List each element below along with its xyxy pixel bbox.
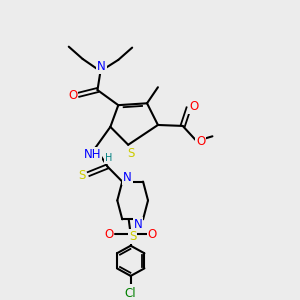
- Text: N: N: [123, 171, 132, 184]
- Text: S: S: [129, 230, 136, 243]
- Text: O: O: [196, 136, 205, 148]
- Text: N: N: [134, 218, 142, 230]
- Text: O: O: [104, 228, 113, 241]
- Text: S: S: [128, 147, 135, 160]
- Text: S: S: [78, 169, 85, 182]
- Text: O: O: [68, 89, 77, 102]
- Text: O: O: [189, 100, 198, 112]
- Text: Cl: Cl: [125, 287, 136, 300]
- Text: NH: NH: [84, 148, 101, 161]
- Text: N: N: [97, 60, 106, 73]
- Text: H: H: [105, 153, 112, 163]
- Text: O: O: [148, 228, 157, 241]
